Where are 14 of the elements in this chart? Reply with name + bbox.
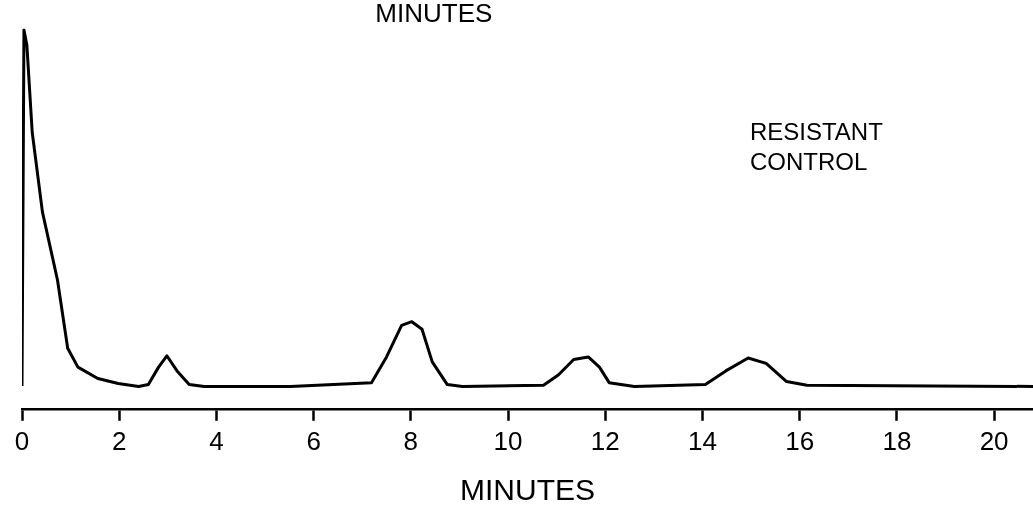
- x-tick-label: 20: [979, 425, 1009, 456]
- x-tick-label: 16: [785, 425, 815, 456]
- x-tick-label: 0: [14, 425, 30, 456]
- x-tick-label: 4: [209, 425, 224, 456]
- x-tick-label: 10: [493, 425, 523, 456]
- x-tick-label: 18: [882, 425, 912, 456]
- x-tick-label: 14: [688, 425, 717, 456]
- x-tick-label: 6: [306, 425, 321, 456]
- text: MINUTES: [375, 0, 493, 29]
- x-tick-label: 2: [111, 425, 127, 456]
- annotation: RESISTANT CONTROL: [749, 117, 884, 175]
- x-tick-label: 12: [590, 425, 620, 456]
- x-tick-label: 8: [403, 425, 419, 456]
- x-axis-title: MINUTES: [460, 473, 595, 507]
